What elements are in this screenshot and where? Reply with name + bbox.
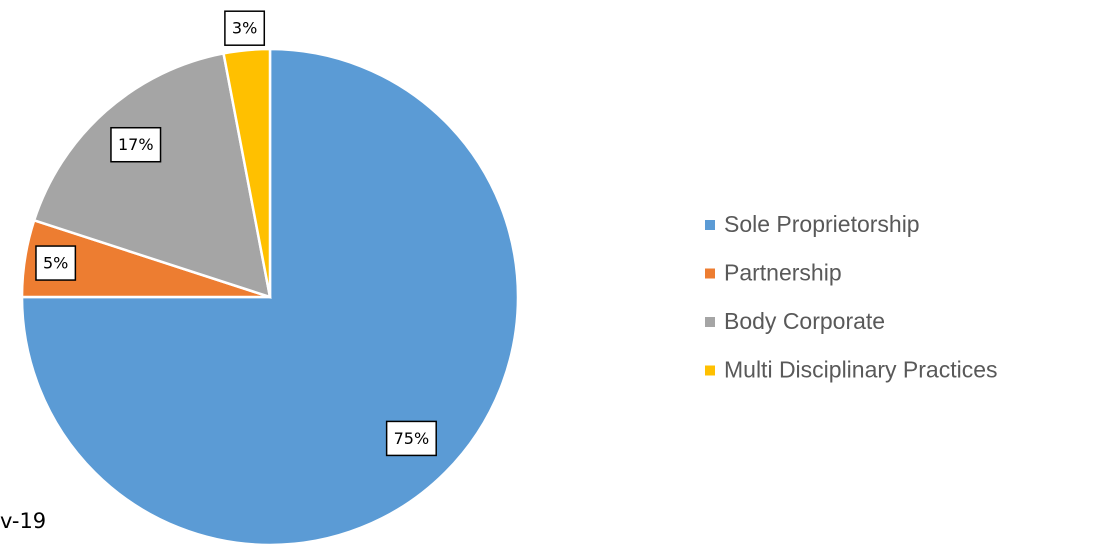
data-label-box	[224, 10, 266, 46]
legend-swatch	[705, 220, 715, 230]
legend-swatch	[705, 365, 715, 376]
data-label-group: 75%	[385, 420, 437, 457]
data-label: 3%	[232, 19, 257, 38]
data-label: 17%	[118, 135, 154, 154]
legend-label: Sole Proprietorship	[724, 211, 920, 237]
data-label-box	[385, 420, 437, 457]
data-label: 5%	[43, 254, 68, 273]
pie-slice	[222, 47, 272, 298]
legend-label: Multi Disciplinary Practices	[724, 357, 998, 383]
data-label-group: 5%	[35, 245, 77, 281]
data-label-box	[35, 245, 77, 281]
pie-slice	[32, 51, 272, 299]
footnote: v-19	[0, 509, 46, 533]
data-label-group: 17%	[110, 126, 162, 163]
legend-label: Partnership	[724, 260, 842, 286]
legend-label: Body Corporate	[724, 308, 885, 334]
data-label-group: 3%	[224, 10, 266, 46]
data-label: 75%	[394, 429, 430, 448]
legend-swatch	[705, 317, 715, 327]
data-label-box	[110, 126, 162, 163]
legend-swatch	[705, 268, 715, 279]
